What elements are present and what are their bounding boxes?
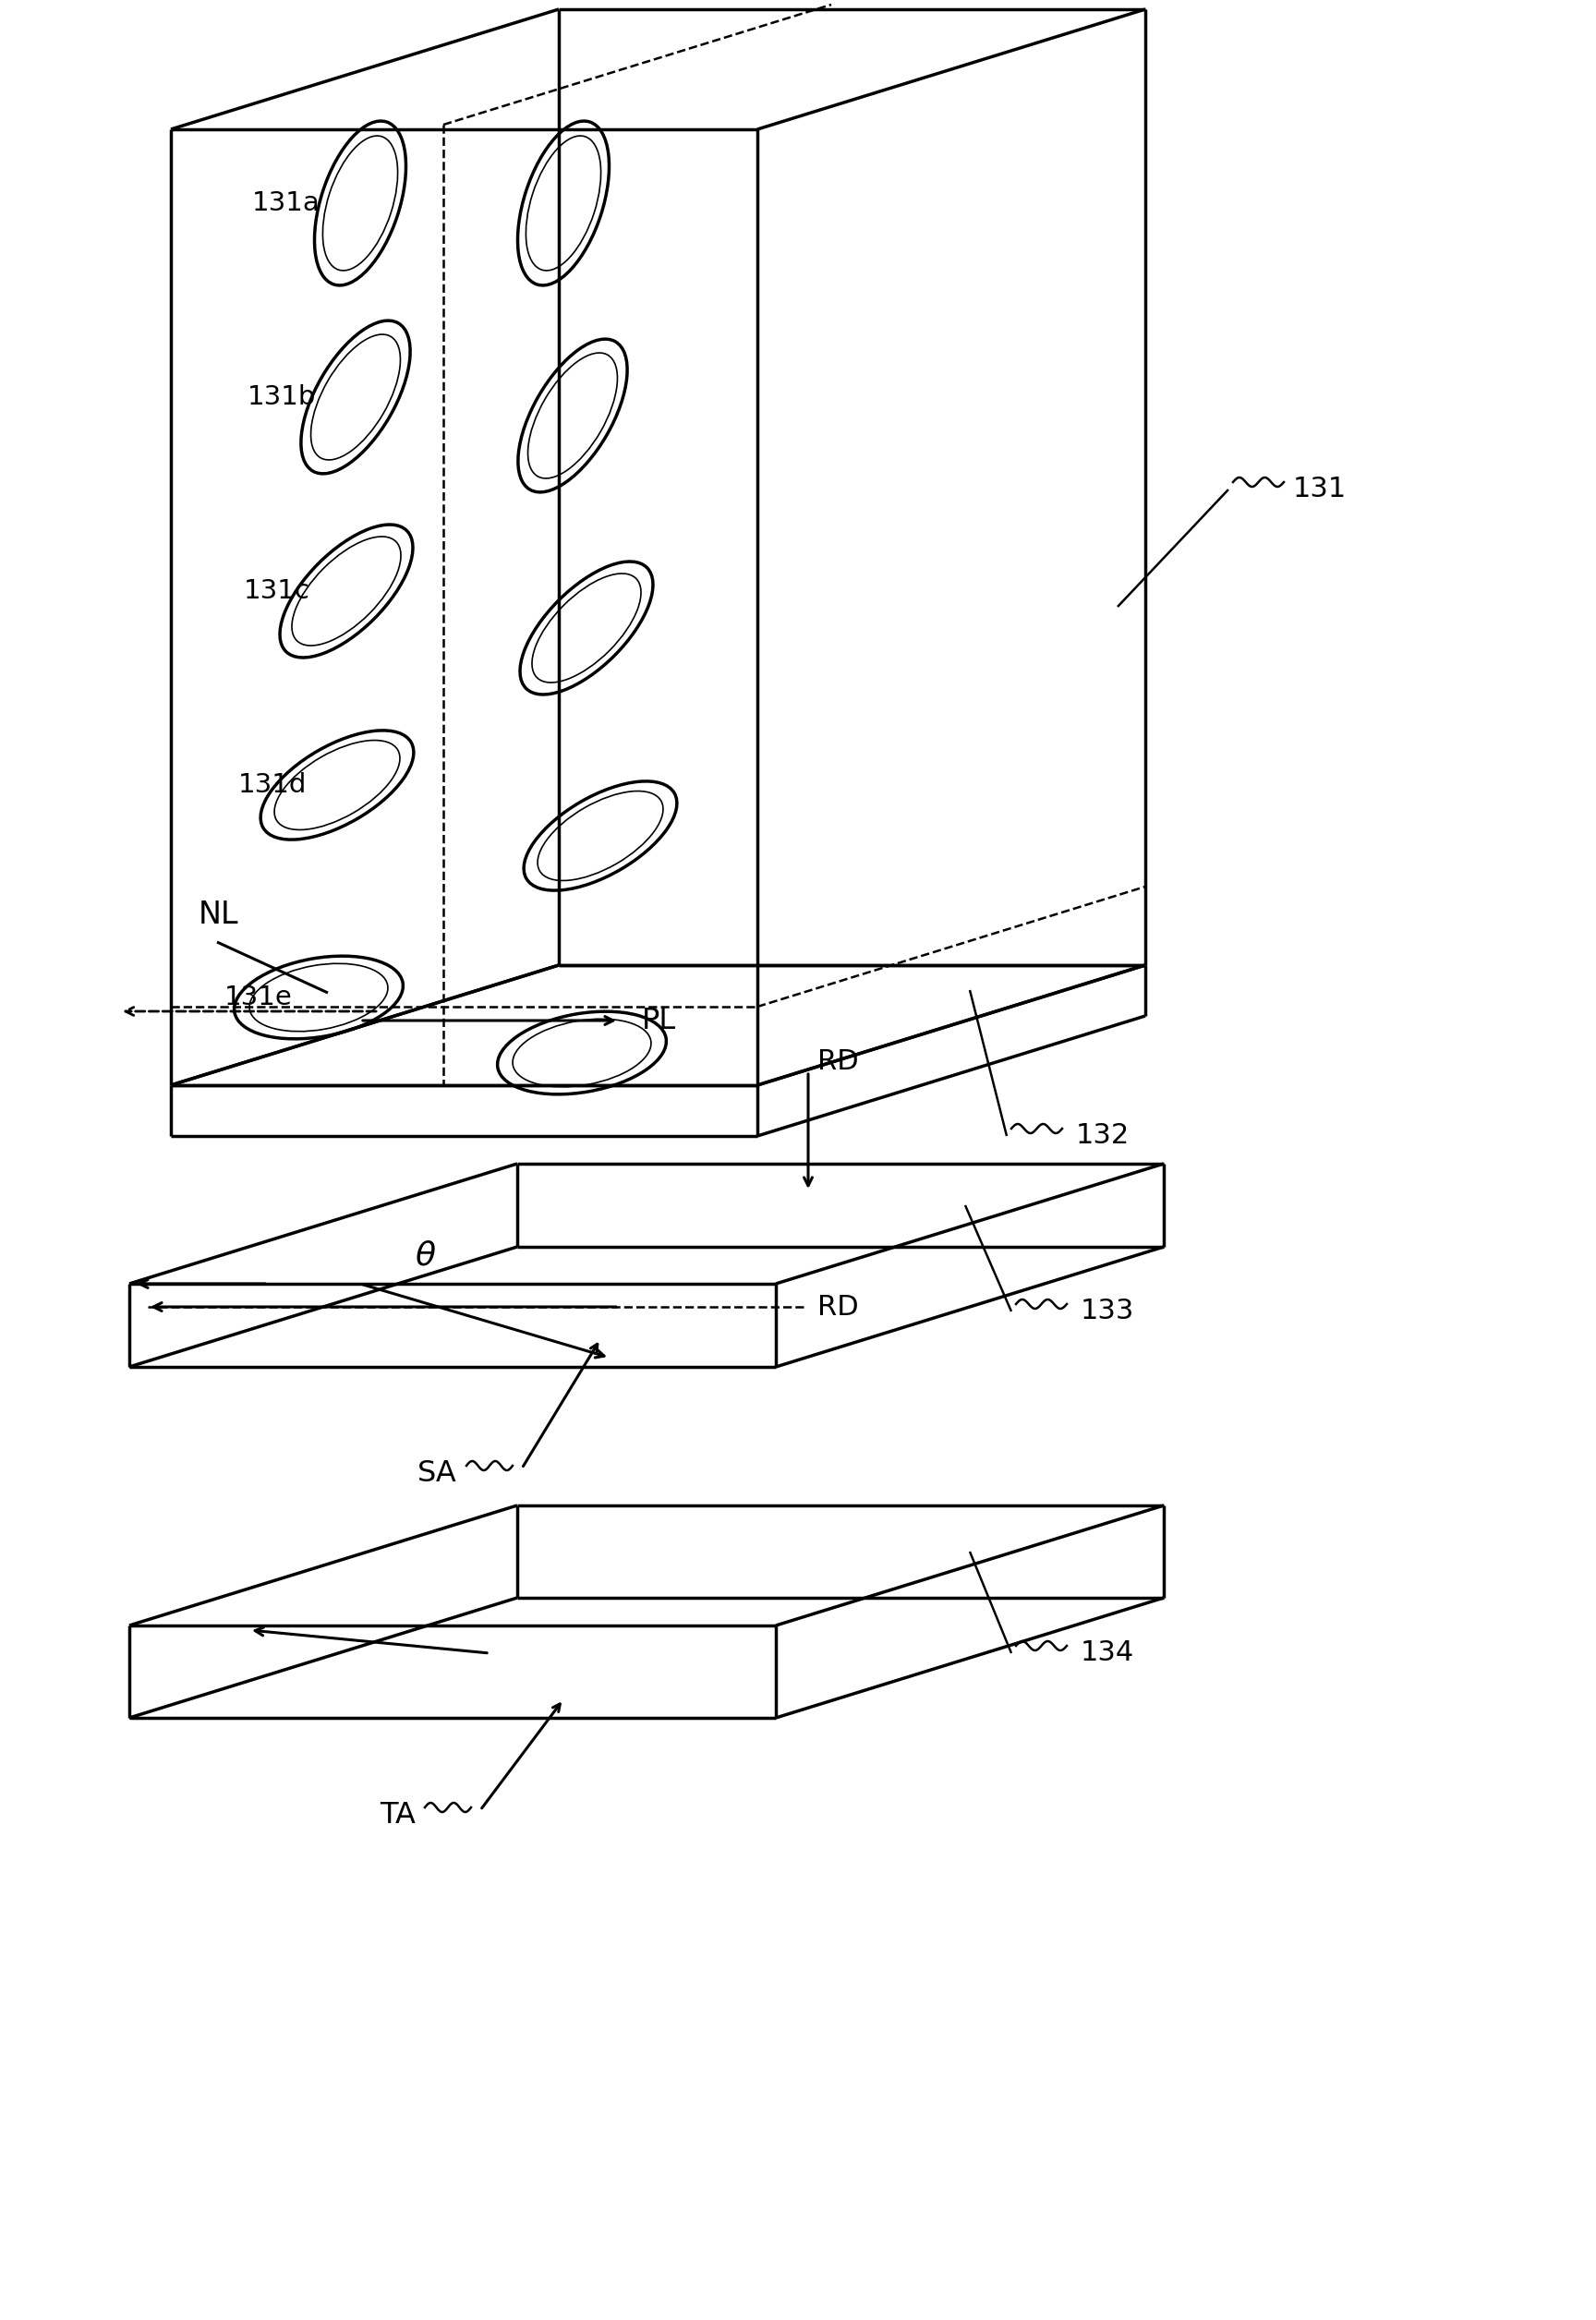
Text: θ: θ [415, 1241, 436, 1271]
Text: RD: RD [817, 1295, 859, 1320]
Text: 131: 131 [1293, 476, 1347, 503]
Text: 131c: 131c [244, 578, 310, 603]
Text: 131d: 131d [238, 773, 306, 798]
Text: 131b: 131b [247, 385, 316, 411]
Text: 133: 133 [1080, 1299, 1135, 1325]
Text: 131a: 131a [252, 190, 321, 216]
Text: PL: PL [642, 1007, 677, 1035]
Text: 131e: 131e [225, 984, 292, 1012]
Text: TA: TA [380, 1800, 415, 1828]
Text: SA: SA [418, 1459, 456, 1487]
Text: NL: NL [198, 900, 239, 930]
Text: 134: 134 [1080, 1640, 1135, 1666]
Text: 132: 132 [1076, 1123, 1130, 1148]
Text: RD: RD [817, 1049, 859, 1076]
